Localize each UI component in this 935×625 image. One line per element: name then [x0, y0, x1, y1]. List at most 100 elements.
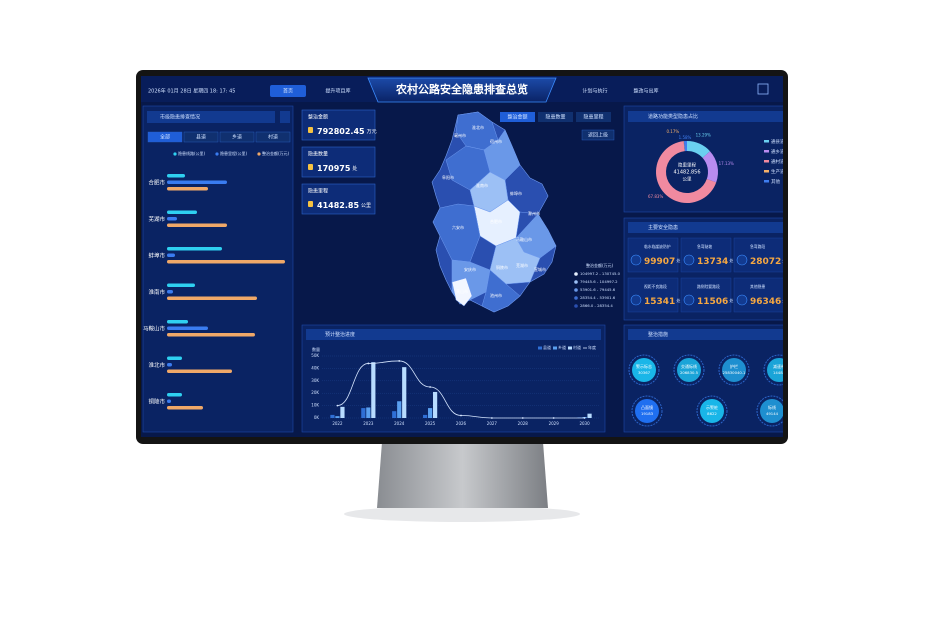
stat-value: 41482.85 公里	[317, 201, 371, 210]
nav-item[interactable]: 计划与执行	[582, 88, 607, 95]
back-button[interactable]	[581, 129, 615, 141]
map-tab-label[interactable]: 隐患里程	[583, 114, 603, 121]
tab[interactable]	[147, 131, 183, 143]
nav-item[interactable]: 首页	[283, 88, 293, 95]
pie-value-label: 17.13%	[719, 161, 734, 166]
line-point	[552, 417, 555, 419]
hazard-unit: 处	[676, 257, 680, 263]
stat-number: 170975	[317, 164, 351, 173]
map-tab[interactable]	[538, 112, 573, 122]
map-legend-dot	[574, 296, 578, 300]
tab-label[interactable]: 乡道	[232, 134, 242, 141]
stat-icon	[308, 164, 313, 170]
tab-label[interactable]: 县道	[196, 134, 206, 141]
fullscreen-icon[interactable]	[757, 83, 769, 95]
y-tick-label: 40K	[311, 365, 319, 370]
measure-value: 19183	[641, 411, 654, 416]
legend-label: 通村道路	[771, 158, 789, 165]
bar	[366, 407, 371, 418]
hazard-number: 99907	[644, 257, 675, 267]
city-bar	[167, 393, 182, 397]
city-label: 芜湖市	[148, 215, 165, 223]
hazard-unit: 处	[782, 297, 786, 303]
nav-item[interactable]: 整改与出库	[633, 88, 658, 95]
measure-ring	[756, 395, 783, 427]
map-city-label: 铜陵市	[496, 264, 508, 270]
panel-button[interactable]	[280, 111, 290, 123]
map-legend-label: 79445.6 - 104997.2	[580, 279, 618, 284]
pie-slice	[702, 151, 718, 183]
measure-badge	[700, 399, 724, 423]
city-bar	[167, 326, 208, 330]
title-plate	[367, 77, 557, 103]
map-legend-label: 53901.6 - 79445.6	[580, 287, 616, 292]
panel-title-bar	[628, 111, 783, 122]
bar	[330, 414, 335, 418]
map-city-label: 黄山市	[456, 288, 468, 294]
bar	[361, 408, 366, 418]
hazard-unit: 处	[676, 297, 680, 303]
x-tick-label: 2025	[425, 421, 436, 426]
hazard-icon	[630, 254, 642, 266]
tab[interactable]	[183, 131, 219, 143]
nav-active[interactable]	[270, 85, 306, 97]
legend-label: 整治金额(万元)	[262, 150, 290, 156]
x-tick-label: 2028	[518, 421, 529, 426]
stat-number: 41482.85	[317, 201, 359, 210]
hazard-unit: 处	[729, 257, 733, 263]
map-city-label: 亳州市	[454, 132, 466, 138]
city-bar	[167, 187, 208, 191]
bar	[433, 391, 438, 418]
panel-title-bar	[147, 111, 275, 123]
bar	[392, 411, 397, 418]
map-city-label: 阜阳市	[442, 174, 454, 180]
hazard-label: 路侧险要路段	[697, 284, 720, 289]
measure-value: 14484	[773, 370, 786, 375]
map-tab-label[interactable]: 整治金额	[507, 114, 527, 121]
legend-label: 通乡道路	[771, 148, 789, 155]
measure-ring	[696, 395, 728, 427]
city-bar	[167, 290, 173, 294]
back-label[interactable]: 返回上级	[588, 132, 608, 139]
map-legend-label: 2866.0 - 28354.4	[580, 303, 613, 308]
legend-label: 生产道路	[771, 168, 789, 175]
map-tab[interactable]	[500, 112, 535, 122]
hazard-icon	[683, 254, 695, 266]
city-label: 马鞍山市	[143, 325, 166, 333]
line-point	[429, 386, 432, 388]
city-bar	[167, 406, 203, 410]
measure-label: 凸面镜	[641, 404, 653, 410]
bar	[340, 406, 345, 418]
stat-value: 792802.45 万元	[317, 127, 377, 136]
pie-center-label: 隐患里程	[678, 162, 696, 169]
legend-swatch	[764, 140, 769, 143]
map-tab[interactable]	[576, 112, 611, 122]
tab-label[interactable]: 村道	[268, 134, 278, 141]
map-tab-label[interactable]: 隐患数量	[545, 114, 565, 121]
legend-dot	[215, 152, 219, 156]
pie-center-unit: 公里	[683, 177, 692, 183]
city-bar	[167, 356, 182, 360]
panel-title-bar	[628, 329, 783, 340]
measure-value: 25830040.1	[723, 370, 747, 375]
stat-card	[301, 109, 376, 141]
map-city-label: 芜湖市	[516, 262, 528, 268]
bar	[423, 414, 428, 418]
stat-unit: 公里	[361, 203, 371, 209]
city-bar	[167, 333, 255, 337]
stat-label: 隐患里程	[308, 188, 328, 195]
nav-item[interactable]: 提升项目库	[325, 88, 350, 95]
legend-dot	[173, 152, 177, 156]
hazard-icon	[630, 294, 642, 306]
tab-label[interactable]: 全部	[160, 134, 170, 141]
measure-label: 减速带	[773, 363, 785, 369]
tab[interactable]	[219, 131, 255, 143]
legend-label: 年度	[588, 344, 596, 350]
measure-label: 护栏	[730, 363, 738, 369]
dashboard: 2026年 01月 28日 星期四 18: 17: 45 首页 提升项目库 农村…	[141, 76, 789, 433]
legend-swatch	[764, 170, 769, 173]
tab[interactable]	[255, 131, 291, 143]
y-tick-label: 30K	[311, 378, 319, 383]
hazard-value: 13734处	[697, 257, 733, 267]
